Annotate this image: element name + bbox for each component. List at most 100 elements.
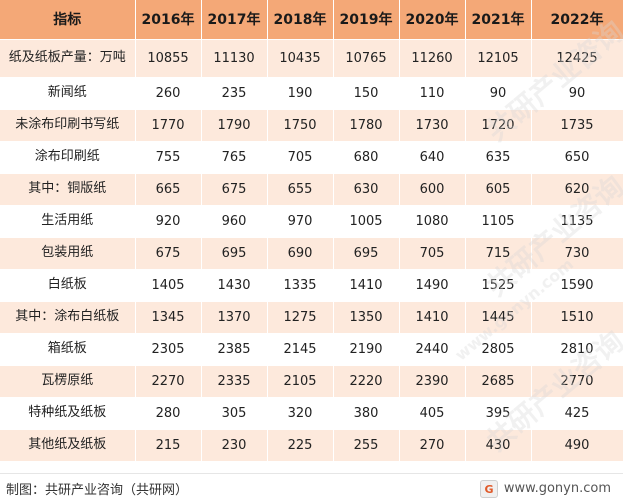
cell-value: 1430 (201, 269, 268, 302)
row-label: 纸及纸板产量：万吨 (0, 39, 136, 78)
cell-value: 260 (135, 77, 202, 110)
logo-glyph-icon: G (484, 483, 493, 496)
cell-value: 960 (201, 205, 268, 238)
table-row: 未涂布印刷书写纸 1770 1790 1750 1780 1730 1720 1735 (0, 109, 623, 142)
cell-value: 1370 (201, 301, 268, 334)
cell-value: 2145 (267, 333, 334, 366)
table-row: 特种纸及纸板 280 305 320 380 405 395 425 (0, 397, 623, 430)
cell-value: 320 (267, 397, 334, 430)
cell-value: 2390 (399, 365, 466, 398)
row-label: 其中：涂布白纸板 (0, 301, 136, 334)
cell-value: 1730 (399, 109, 466, 142)
cell-value: 270 (399, 429, 466, 462)
cell-value: 235 (201, 77, 268, 110)
source-label: 制图：共研产业咨询（共研网） (6, 483, 189, 498)
cell-value: 430 (465, 429, 532, 462)
header-year: 2017年 (201, 0, 268, 40)
cell-value: 2685 (465, 365, 532, 398)
cell-value: 1005 (333, 205, 400, 238)
cell-value: 1080 (399, 205, 466, 238)
cell-value: 395 (465, 397, 532, 430)
row-label: 其他纸及纸板 (0, 429, 136, 462)
cell-value: 920 (135, 205, 202, 238)
cell-value: 255 (333, 429, 400, 462)
cell-value: 695 (333, 237, 400, 270)
table-row: 白纸板 1405 1430 1335 1410 1490 1525 1590 (0, 269, 623, 302)
cell-value: 425 (531, 397, 623, 430)
table-row: 其他纸及纸板 215 230 225 255 270 430 490 (0, 429, 623, 462)
cell-value: 675 (201, 173, 268, 206)
cell-value: 690 (267, 237, 334, 270)
cell-value: 490 (531, 429, 623, 462)
cell-value: 650 (531, 141, 623, 174)
cell-value: 305 (201, 397, 268, 430)
table-row: 其中：铜版纸 665 675 655 630 600 605 620 (0, 173, 623, 206)
cell-value: 640 (399, 141, 466, 174)
cell-value: 970 (267, 205, 334, 238)
table-row: 其中：涂布白纸板 1345 1370 1275 1350 1410 1445 1510 (0, 301, 623, 334)
header-year: 2022年 (531, 0, 623, 40)
cell-value: 1735 (531, 109, 623, 142)
cell-value: 1135 (531, 205, 623, 238)
table-row: 包装用纸 675 695 690 695 705 715 730 (0, 237, 623, 270)
site-url: www.gonyn.com (503, 481, 611, 496)
header-row: 指标 2016年 2017年 2018年 2019年 2020年 2021年 2022年 (0, 0, 623, 40)
cell-value: 225 (267, 429, 334, 462)
cell-value: 2335 (201, 365, 268, 398)
cell-value: 1350 (333, 301, 400, 334)
cell-value: 2440 (399, 333, 466, 366)
cell-value: 680 (333, 141, 400, 174)
cell-value: 1510 (531, 301, 623, 334)
cell-value: 215 (135, 429, 202, 462)
footer: 制图：共研产业咨询（共研网） G www.gonyn.com (0, 473, 623, 503)
cell-value: 1750 (267, 109, 334, 142)
cell-value: 1335 (267, 269, 334, 302)
cell-value: 1490 (399, 269, 466, 302)
cell-value: 1105 (465, 205, 532, 238)
cell-value: 600 (399, 173, 466, 206)
footer-brand: G www.gonyn.com (479, 479, 611, 498)
cell-value: 1275 (267, 301, 334, 334)
cell-value: 2270 (135, 365, 202, 398)
cell-value: 12105 (465, 39, 532, 78)
cell-value: 10765 (333, 39, 400, 78)
cell-value: 635 (465, 141, 532, 174)
cell-value: 1410 (333, 269, 400, 302)
cell-value: 675 (135, 237, 202, 270)
header-year: 2016年 (135, 0, 202, 40)
table-header: 指标 2016年 2017年 2018年 2019年 2020年 2021年 2022年 (0, 0, 623, 40)
table-body: 纸及纸板产量：万吨 10855 11130 10435 10765 11260 12105 1… (0, 39, 623, 462)
cell-value: 730 (531, 237, 623, 270)
cell-value: 2805 (465, 333, 532, 366)
cell-value: 2220 (333, 365, 400, 398)
svg-text:G: G (484, 483, 493, 496)
cell-value: 380 (333, 397, 400, 430)
row-label: 其中：铜版纸 (0, 173, 136, 206)
cell-value: 1720 (465, 109, 532, 142)
cell-value: 280 (135, 397, 202, 430)
cell-value: 190 (267, 77, 334, 110)
cell-value: 605 (465, 173, 532, 206)
table-row: 生活用纸 920 960 970 1005 1080 1105 1135 (0, 205, 623, 238)
header-year: 2021年 (465, 0, 532, 40)
cell-value: 90 (465, 77, 532, 110)
cell-value: 1780 (333, 109, 400, 142)
cell-value: 110 (399, 77, 466, 110)
cell-value: 2385 (201, 333, 268, 366)
row-label: 白纸板 (0, 269, 136, 302)
table-row: 涂布印刷纸 755 765 705 680 640 635 650 (0, 141, 623, 174)
row-label: 瓦楞原纸 (0, 365, 136, 398)
header-year: 2018年 (267, 0, 334, 40)
gonyn-logo-icon: G (479, 479, 498, 498)
cell-value: 705 (399, 237, 466, 270)
cell-value: 765 (201, 141, 268, 174)
cell-value: 695 (201, 237, 268, 270)
row-label: 未涂布印刷书写纸 (0, 109, 136, 142)
cell-value: 10855 (135, 39, 202, 78)
cell-value: 2105 (267, 365, 334, 398)
header-year: 2020年 (399, 0, 466, 40)
cell-value: 2190 (333, 333, 400, 366)
data-table: 指标 2016年 2017年 2018年 2019年 2020年 2021年 2022年 纸及… (0, 0, 623, 462)
cell-value: 2810 (531, 333, 623, 366)
cell-value: 405 (399, 397, 466, 430)
